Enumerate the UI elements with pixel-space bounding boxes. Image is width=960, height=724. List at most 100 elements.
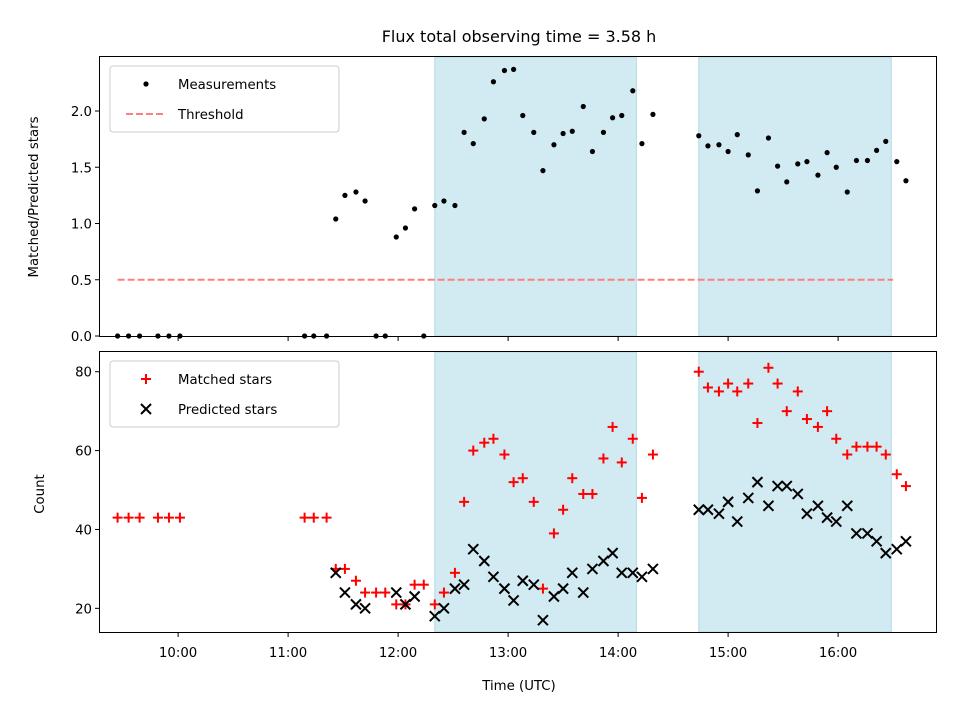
measurement-point-33: [569, 128, 575, 134]
predicted-point-14: [498, 582, 511, 595]
y-tick-label: 2.0: [71, 105, 92, 120]
predicted-point-16: [517, 575, 529, 587]
predicted-point-47: [861, 527, 874, 540]
predicted-point-12: [478, 555, 490, 567]
ratio-panel-frame: [99, 56, 937, 337]
measurement-point-51: [784, 179, 790, 185]
predicted-point-37: [762, 500, 775, 512]
predicted-point-42: [812, 500, 824, 512]
predicted-point-38: [771, 480, 784, 492]
matched-point-13: [371, 587, 382, 598]
matched-point-53: [801, 414, 812, 425]
matched-point-52: [792, 386, 803, 397]
measurement-point-40: [639, 141, 645, 147]
predicted-point-21: [566, 567, 578, 579]
matched-point-42: [693, 366, 704, 377]
predicted-point-9: [449, 582, 461, 595]
predicted-point-36: [751, 476, 764, 488]
measurement-point-23: [470, 141, 476, 147]
predicted-point-5: [399, 598, 412, 611]
matched-point-27: [508, 477, 519, 488]
measurement-point-49: [765, 135, 772, 141]
measurement-point-48: [754, 188, 761, 194]
y-tick-label: 80: [75, 366, 92, 381]
ratio-panel: 0.00.51.01.52.0 Matched/Predicted stars …: [27, 56, 937, 345]
matched-point-50: [772, 378, 783, 389]
predicted-point-35: [742, 492, 754, 504]
measurement-point-31: [551, 142, 557, 148]
matched-point-35: [587, 488, 598, 499]
legend-entry-1: Predicted stars: [140, 403, 277, 418]
ratio-y-label: Matched/Predicted stars: [27, 116, 42, 277]
matched-point-39: [627, 433, 638, 444]
matched-point-45: [723, 378, 734, 389]
measurement-point-26: [501, 67, 508, 74]
x-tick-label: 15:00: [709, 646, 747, 661]
matched-point-10: [339, 563, 350, 574]
observing-windows-top: [434, 56, 892, 337]
measurement-point-30: [540, 168, 546, 174]
matched-point-56: [831, 433, 842, 444]
y-tick-label: 1.5: [71, 161, 92, 176]
count-legend: Matched stars Predicted stars: [109, 360, 340, 428]
predicted-point-31: [702, 504, 714, 516]
matched-point-4: [163, 512, 174, 523]
predicted-point-46: [850, 527, 863, 540]
measurement-point-11: [353, 189, 359, 195]
matched-stars-series: [112, 362, 911, 610]
matched-point-29: [528, 496, 539, 507]
matched-point-54: [812, 421, 823, 432]
x-tick-label: 12:00: [379, 646, 417, 661]
measurement-point-62: [894, 159, 900, 165]
matched-point-44: [713, 386, 724, 397]
observing-window-0: [434, 351, 637, 633]
x-axis-label: Time (UTC): [481, 679, 556, 694]
predicted-point-15: [507, 594, 520, 607]
matched-point-46: [732, 386, 743, 397]
matched-point-26: [499, 449, 510, 460]
matched-point-61: [880, 449, 891, 460]
predicted-point-30: [693, 504, 705, 516]
legend-label: Measurements: [178, 78, 276, 93]
predicted-point-48: [870, 535, 883, 548]
legend-box: [109, 360, 340, 428]
matched-point-40: [636, 492, 647, 503]
matched-point-6: [299, 512, 310, 523]
measurement-point-42: [696, 133, 702, 139]
chart-title: Flux total observing time = 3.58 h: [382, 27, 657, 46]
measurement-point-53: [804, 159, 810, 165]
matched-point-55: [822, 406, 833, 417]
matched-point-49: [763, 362, 774, 373]
measurement-point-24: [481, 116, 487, 122]
y-tick-label: 20: [75, 602, 92, 617]
predicted-point-25: [606, 547, 619, 559]
measurement-point-17: [412, 206, 418, 212]
matched-point-62: [891, 469, 902, 480]
count-y-ticks: 20 40 60 80: [75, 366, 100, 617]
predicted-point-26: [616, 567, 628, 579]
predicted-point-6: [408, 590, 421, 603]
matched-point-18: [418, 579, 429, 590]
matched-point-31: [548, 528, 559, 539]
x-tick-label: 13:00: [489, 646, 527, 661]
measurement-point-28: [520, 112, 526, 119]
predicted-point-24: [597, 555, 610, 567]
legend-entry-0: Measurements: [143, 78, 276, 93]
predicted-point-23: [586, 563, 599, 575]
predicted-point-34: [731, 515, 743, 528]
predicted-point-17: [528, 578, 540, 591]
measurement-point-56: [833, 164, 839, 170]
matched-point-51: [781, 406, 792, 417]
matched-point-32: [558, 504, 569, 515]
measurement-point-34: [580, 103, 586, 110]
measurement-point-46: [734, 132, 740, 138]
matched-point-20: [438, 587, 449, 598]
measurement-point-58: [853, 157, 860, 164]
ratio-legend: Measurements Threshold: [109, 65, 340, 133]
matched-point-47: [743, 378, 754, 389]
x-tick-label: 14:00: [599, 646, 637, 661]
measurement-point-15: [393, 234, 399, 240]
measurement-point-20: [441, 198, 447, 204]
measurement-point-37: [610, 115, 616, 121]
